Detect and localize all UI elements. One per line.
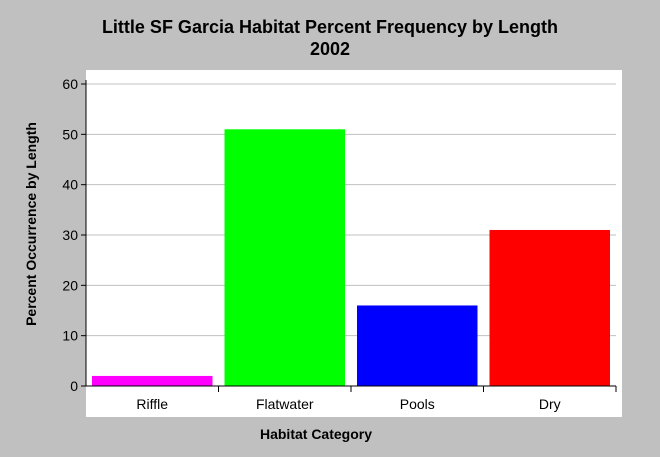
axes [81,80,617,392]
y-axis-label: Percent Occurrence by Length [23,122,39,326]
y-tick-label: 30 [62,227,78,243]
y-tick-label: 0 [70,378,78,394]
x-tick-label: Riffle [136,396,168,412]
gridlines [86,83,616,337]
bar-dry [489,229,610,386]
chart-title: Little SF Garcia Habitat Percent Frequen… [102,17,558,37]
y-tick-label: 10 [62,328,78,344]
bar-flatwater [224,129,345,387]
chart-subtitle: 2002 [310,39,350,59]
bar-pools [357,305,478,386]
x-tick-label: Pools [400,396,435,412]
x-axis-label: Habitat Category [260,426,372,442]
y-tick-label: 40 [62,177,78,193]
x-tick-labels: Riffle Flatwater Pools Dry [136,396,560,412]
y-tick-label: 50 [62,126,78,142]
x-tick-label: Flatwater [256,396,314,412]
y-tick-label: 60 [62,76,78,92]
bars [92,129,610,387]
y-tick-labels: 0 10 20 30 40 50 60 [62,76,78,394]
x-tick-label: Dry [539,396,561,412]
bar-riffle [92,375,213,386]
y-tick-label: 20 [62,277,78,293]
